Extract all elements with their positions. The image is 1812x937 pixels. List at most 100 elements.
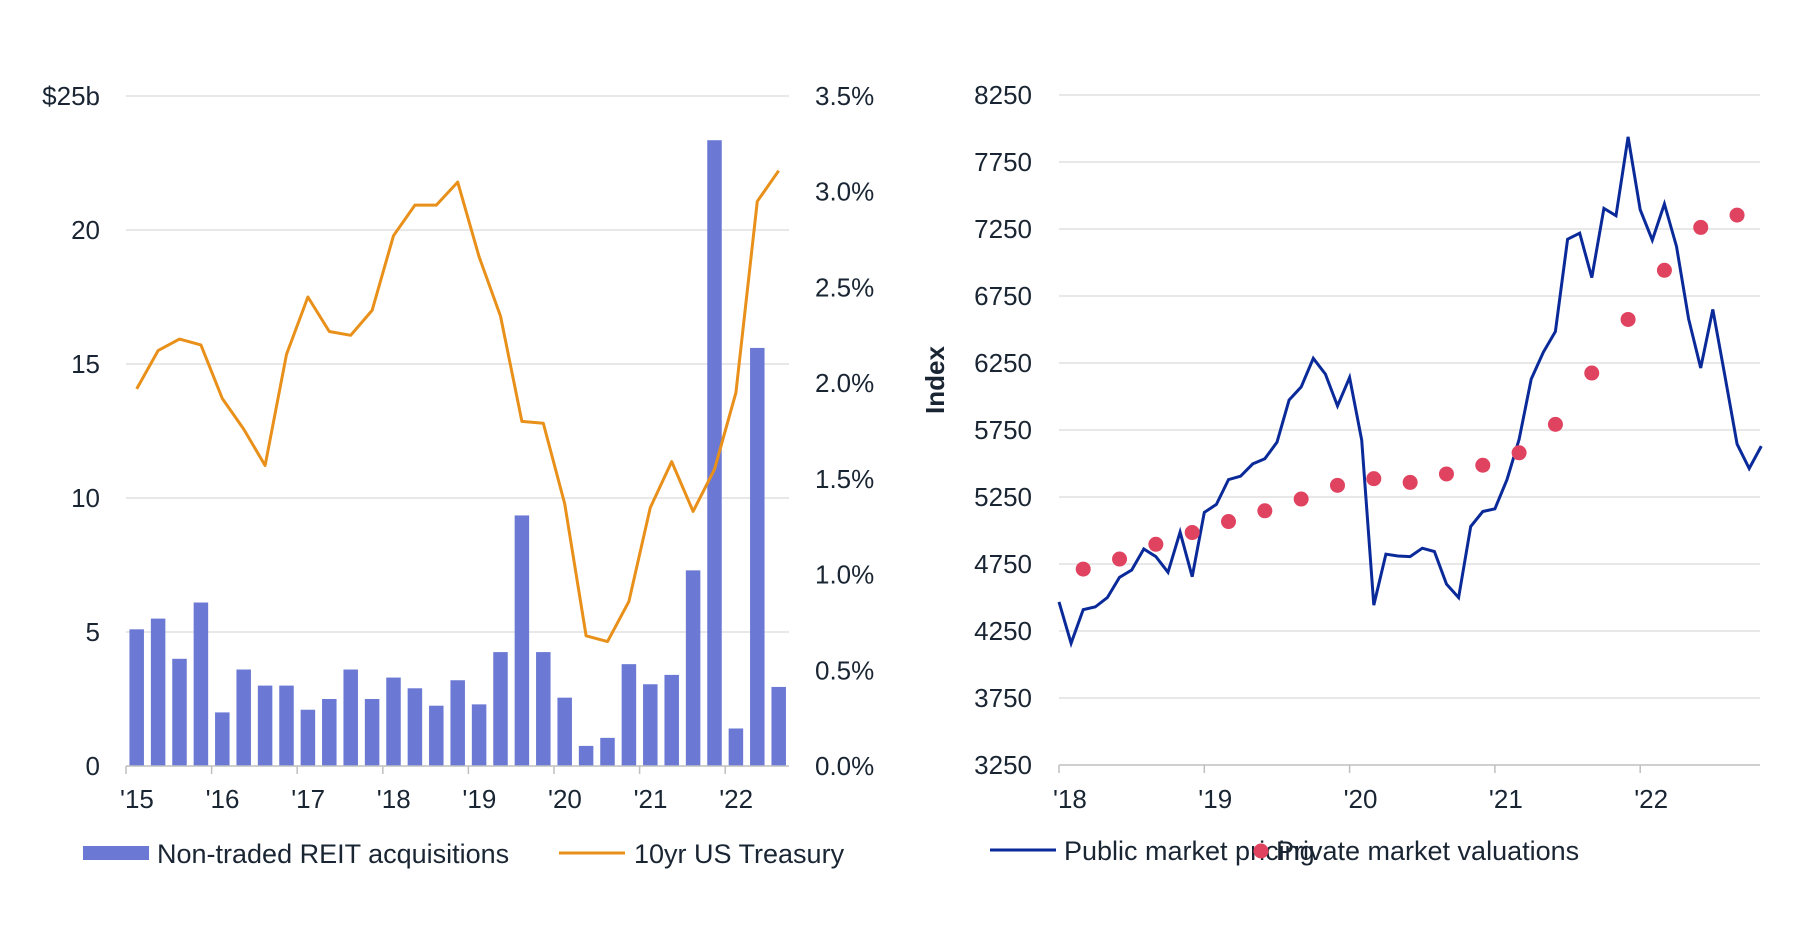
bar (600, 737, 615, 766)
y2-tick-label: 0.5% (815, 655, 874, 685)
x-tick-label: '22 (1634, 784, 1668, 814)
private-valuation-dot (1112, 551, 1128, 567)
left-gridlines (126, 95, 789, 633)
private-valuation-dot (1547, 416, 1563, 432)
y-tick-label: 8250 (974, 80, 1032, 110)
legend-label-public: Public market pricing (1064, 836, 1315, 866)
reit-acquisitions-bars (129, 140, 786, 767)
y-tick-label: 6250 (974, 348, 1032, 378)
bar (236, 669, 251, 766)
bar (343, 669, 358, 766)
private-market-valuations-dots (1075, 207, 1745, 577)
y-tick-label: 20 (71, 215, 100, 245)
private-valuation-dot (1366, 471, 1382, 487)
y2-tick-label: 1.5% (815, 464, 874, 494)
bar (728, 728, 744, 766)
x-tick-label: '18 (1053, 784, 1087, 814)
y-tick-label: 6750 (974, 281, 1032, 311)
left-x-axis-labels: '15 '16 '17 '18 '19 '20 '21 '22 (120, 784, 753, 814)
private-valuation-dot (1620, 311, 1636, 327)
bar (150, 618, 166, 766)
bar (707, 140, 722, 767)
x-tick-label: '17 (291, 784, 325, 814)
bar (750, 347, 765, 766)
bar (514, 515, 530, 766)
y2-tick-label: 3.0% (815, 177, 874, 207)
x-tick-label: '21 (634, 784, 668, 814)
x-tick-label: '22 (719, 784, 753, 814)
bar (471, 704, 487, 766)
y-tick-label: $25b (42, 81, 100, 111)
private-valuation-dot (1329, 477, 1345, 493)
bar (450, 680, 465, 766)
private-valuation-dot (1656, 262, 1672, 278)
y2-tick-label: 3.5% (815, 81, 874, 111)
bar (322, 699, 337, 766)
private-valuation-dot (1293, 491, 1309, 507)
right-gridlines (1059, 94, 1760, 699)
bar (536, 652, 551, 766)
right-chart-x-axis-labels: '18 '19 '20 '21 '22 (1053, 784, 1668, 814)
y-tick-label: 4250 (974, 616, 1032, 646)
legend-label-private: Private market valuations (1276, 836, 1579, 866)
y2-tick-label: 2.5% (815, 272, 874, 302)
y-tick-label: 5 (86, 617, 100, 647)
bar (407, 688, 423, 766)
bar (215, 712, 230, 766)
left-legend: Non-traded REIT acquisitions 10yr US Tre… (83, 839, 845, 869)
right-y-axis-labels: 0.0% 0.5% 1.0% 1.5% 2.0% 2.5% 3.0% 3.5% (815, 81, 874, 781)
x-tick-label: '20 (548, 784, 582, 814)
x-tick-label: '19 (462, 784, 496, 814)
bar (193, 602, 209, 766)
x-tick-label: '15 (120, 784, 154, 814)
y-tick-label: 7750 (974, 147, 1032, 177)
legend-item-reit[interactable]: Non-traded REIT acquisitions (83, 839, 509, 869)
y-tick-label: 5750 (974, 415, 1032, 445)
right-x-axis (1058, 764, 1760, 773)
private-valuation-dot (1221, 514, 1237, 530)
private-valuation-dot (1475, 457, 1491, 473)
legend-item-private[interactable]: Private market valuations (1253, 836, 1580, 866)
y-tick-label: 15 (71, 349, 100, 379)
y2-tick-label: 0.0% (815, 751, 874, 781)
y-axis-title-index: Index (920, 346, 950, 414)
bar (685, 570, 701, 766)
right-chart-y-axis-labels: 3250 3750 4250 4750 5250 5750 6250 6750 7250 7750… (974, 80, 1032, 780)
private-valuation-dot (1584, 365, 1600, 381)
legend-item-treasury[interactable]: 10yr US Treasury (559, 839, 845, 869)
y-tick-label: 4750 (974, 549, 1032, 579)
right-legend: Public market pricing Private market val… (990, 836, 1579, 866)
y-tick-label: 5250 (974, 482, 1032, 512)
y-tick-label: 10 (71, 483, 100, 513)
bar (664, 674, 679, 766)
bar (429, 705, 444, 766)
bar (621, 664, 637, 766)
bar (364, 699, 380, 766)
private-valuation-dot (1148, 536, 1164, 552)
bar (557, 697, 572, 766)
treasury-yield-line (135, 169, 780, 644)
public-private-index-chart: 3250 3750 4250 4750 5250 5750 6250 6750 7250 7750… (920, 80, 1763, 866)
private-valuation-dot (1729, 207, 1745, 223)
x-tick-label: '18 (377, 784, 411, 814)
y-tick-label: 3250 (974, 750, 1032, 780)
bar (300, 709, 316, 766)
legend-swatch-private-dot (1253, 843, 1269, 859)
private-valuation-dot (1075, 561, 1091, 577)
bar (643, 684, 658, 766)
y2-tick-label: 2.0% (815, 368, 874, 398)
bar (771, 686, 786, 766)
legend-label-reit: Non-traded REIT acquisitions (157, 839, 509, 869)
legend-item-public[interactable]: Public market pricing (990, 836, 1315, 866)
bar (386, 677, 401, 766)
y-tick-label: 0 (86, 751, 100, 781)
left-y-axis-labels: 0 5 10 15 20 $25b (42, 81, 100, 781)
x-tick-label: '20 (1344, 784, 1378, 814)
private-valuation-dot (1511, 445, 1527, 461)
left-x-axis (125, 765, 789, 774)
bar (172, 658, 187, 766)
x-tick-label: '16 (206, 784, 240, 814)
private-valuation-dot (1257, 503, 1273, 519)
bar (279, 685, 294, 766)
